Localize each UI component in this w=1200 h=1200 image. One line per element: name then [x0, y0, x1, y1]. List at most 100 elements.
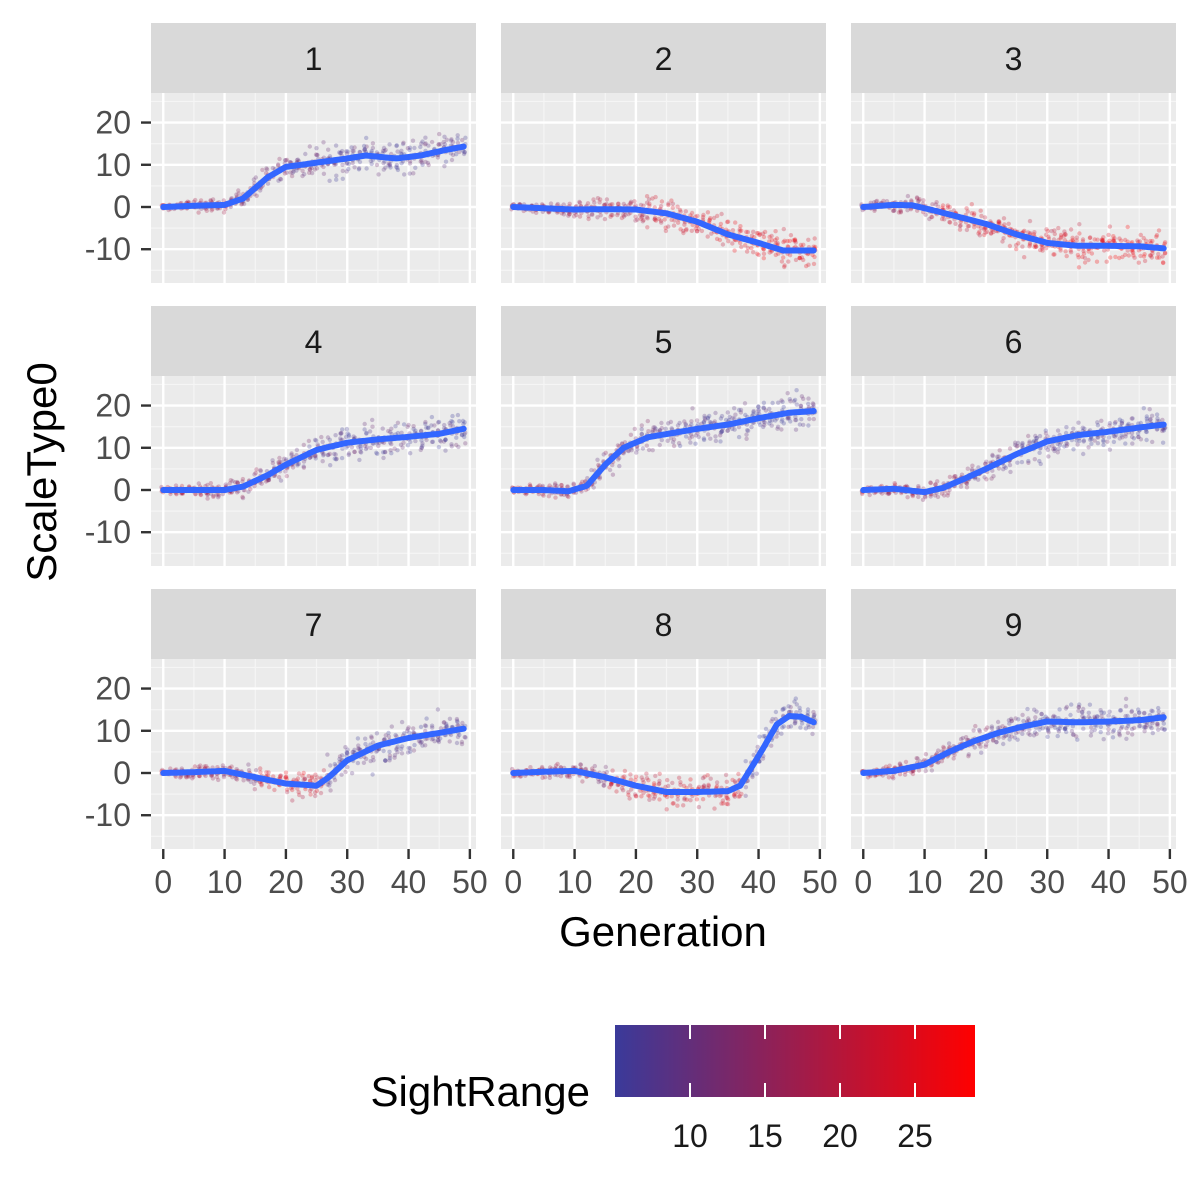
data-point: [996, 454, 1001, 459]
data-point: [792, 238, 797, 243]
data-point: [1130, 732, 1135, 737]
data-point: [1082, 715, 1087, 721]
data-point: [1106, 232, 1111, 238]
data-point: [413, 165, 418, 170]
data-point: [394, 143, 399, 148]
data-point: [788, 724, 794, 729]
data-point: [295, 786, 300, 791]
data-point: [435, 738, 441, 743]
data-point: [412, 145, 417, 151]
data-point: [389, 426, 394, 431]
data-point: [381, 167, 386, 172]
data-point: [1144, 414, 1150, 419]
data-point: [653, 426, 658, 431]
data-point: [965, 224, 971, 229]
data-point: [701, 212, 706, 218]
data-point: [651, 796, 656, 801]
data-point: [1045, 734, 1050, 739]
data-point: [773, 241, 778, 246]
data-point: [438, 736, 443, 741]
data-point: [670, 205, 675, 210]
data-point: [658, 218, 664, 223]
data-point: [319, 434, 324, 440]
data-point: [345, 747, 350, 752]
data-point: [258, 766, 263, 771]
data-point: [773, 418, 778, 423]
data-point: [240, 495, 246, 501]
data-point: [666, 201, 671, 206]
data-point: [355, 760, 361, 766]
facet-strip: [501, 23, 826, 93]
data-point: [804, 263, 809, 269]
facet-strip: [851, 306, 1176, 376]
data-point: [346, 451, 352, 456]
data-point: [914, 756, 919, 761]
data-point: [1045, 434, 1050, 439]
data-point: [702, 415, 707, 421]
data-point: [645, 418, 650, 424]
data-point: [1052, 231, 1058, 237]
data-point: [638, 202, 644, 208]
data-point: [905, 193, 911, 199]
data-point: [462, 432, 467, 437]
data-point: [351, 749, 356, 755]
data-point: [793, 696, 798, 701]
data-point: [695, 422, 701, 427]
data-point: [1081, 251, 1087, 256]
data-point: [1052, 446, 1058, 452]
data-point: [1150, 721, 1155, 726]
data-point: [940, 203, 946, 208]
data-point: [733, 412, 738, 417]
data-point: [418, 740, 423, 746]
data-point: [1107, 423, 1112, 428]
data-point: [1155, 255, 1160, 260]
data-point: [418, 724, 424, 730]
data-point: [325, 452, 331, 458]
data-point: [235, 480, 240, 486]
data-point: [1037, 450, 1042, 455]
facet-strip-label: 5: [655, 324, 673, 360]
data-point: [457, 419, 462, 424]
data-point: [1095, 714, 1100, 720]
data-point: [1070, 235, 1075, 240]
data-point: [1149, 255, 1155, 260]
data-point: [564, 773, 570, 778]
data-point: [1082, 260, 1088, 265]
data-point: [639, 431, 644, 437]
smooth-trend-line: [860, 201, 1167, 252]
smooth-trend-line: [160, 725, 467, 789]
data-point: [338, 436, 343, 441]
data-point: [732, 416, 737, 421]
data-point: [253, 175, 258, 180]
data-point: [779, 419, 784, 424]
data-point: [665, 777, 670, 783]
data-point: [775, 426, 780, 431]
data-point: [670, 801, 675, 806]
data-point: [982, 227, 987, 232]
data-point: [905, 208, 910, 213]
data-point: [641, 790, 646, 796]
data-point: [381, 160, 386, 166]
data-point: [306, 438, 312, 444]
data-point: [936, 748, 941, 753]
data-point: [983, 230, 988, 235]
data-point: [1106, 727, 1111, 732]
data-point: [812, 236, 817, 241]
data-point: [1150, 730, 1156, 736]
data-point: [399, 719, 405, 725]
data-point: [352, 449, 357, 454]
data-point: [1086, 445, 1091, 450]
data-point: [745, 245, 751, 251]
facet-strip: [851, 589, 1176, 659]
data-point: [278, 773, 283, 779]
data-point: [780, 417, 785, 422]
data-point: [982, 232, 987, 238]
data-point: [345, 160, 350, 165]
data-point: [939, 216, 945, 222]
data-point: [1118, 726, 1124, 731]
data-point: [657, 797, 662, 802]
data-point: [684, 226, 689, 232]
data-point: [1117, 436, 1122, 441]
data-point: [356, 743, 361, 748]
data-point: [386, 730, 391, 736]
